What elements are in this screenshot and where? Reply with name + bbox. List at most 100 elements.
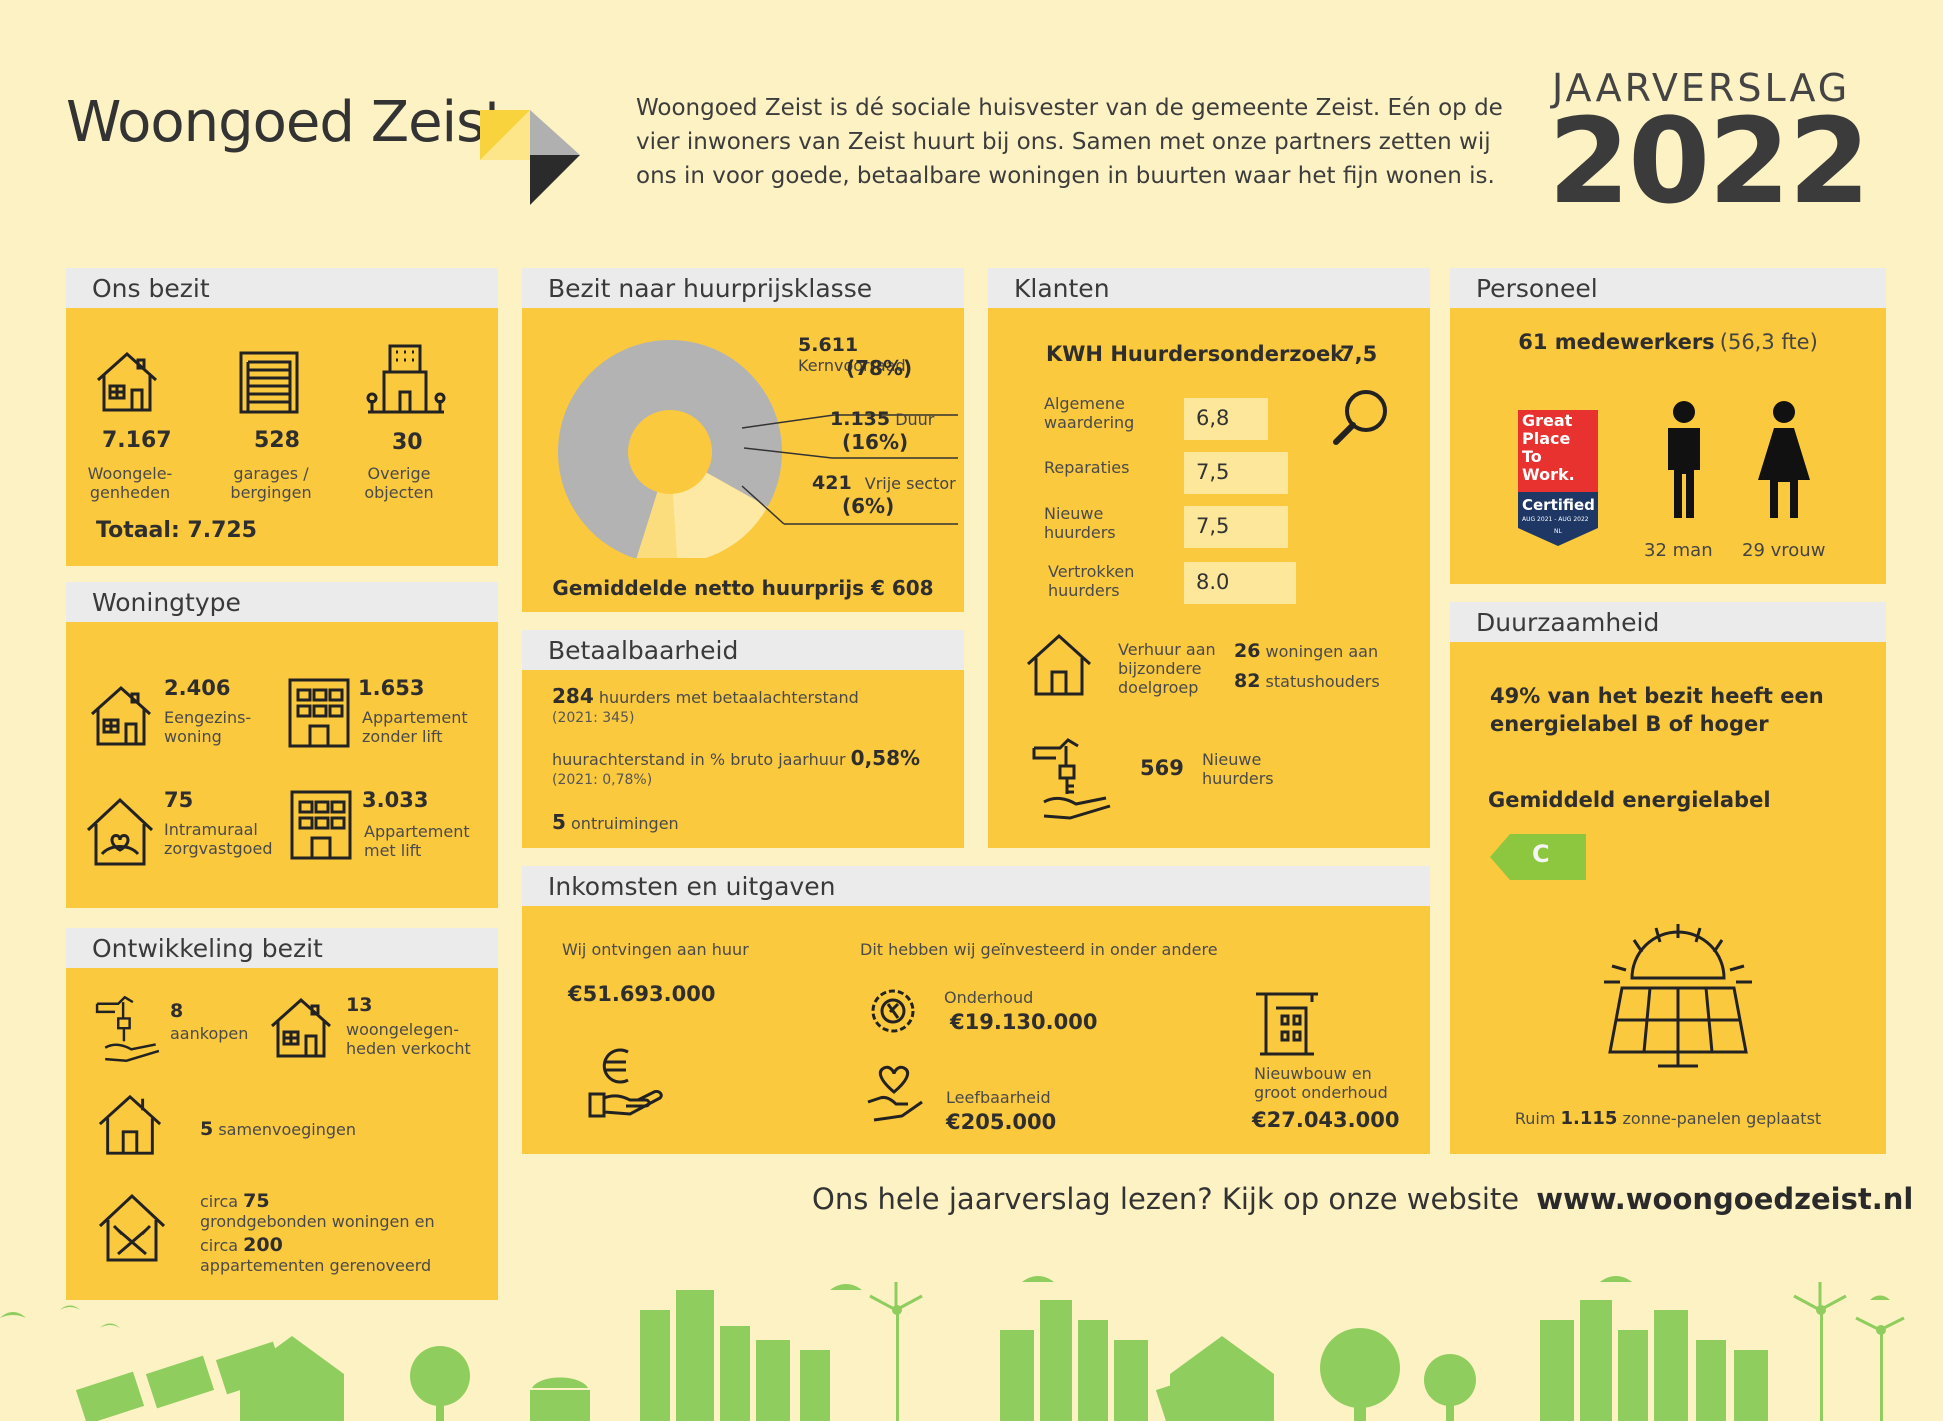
- panel-title: Ontwikkeling bezit: [66, 928, 498, 968]
- bezit-other-value: 30: [392, 430, 423, 455]
- vrij-value: 421: [812, 472, 852, 494]
- footer-cta: Ons hele jaarverslag lezen? Kijk op onze…: [812, 1182, 1520, 1216]
- reno-value1: 75: [243, 1190, 270, 1212]
- panel-ons-bezit: Ons bezit 7.167 Woongele- genheden 528 g…: [66, 268, 498, 566]
- new-tenants-label2: huurders: [1202, 769, 1274, 788]
- score-4-value: 8.0: [1184, 562, 1296, 604]
- verhuur-label2: bijzondere: [1118, 659, 1202, 678]
- gptw-badge: Great Place To Work. Certified AUG 2021 …: [1518, 410, 1598, 548]
- panel-duurzaamheid: Duurzaamheid 49% van het bezit heeft een…: [1450, 602, 1886, 1154]
- duur-name: Duur: [895, 410, 935, 429]
- avg-rent: Gemiddelde netto huurprijs € 608: [552, 576, 934, 600]
- reno-line1: circa 75: [200, 1190, 270, 1212]
- vrij-label: 421 Vrije sector: [812, 472, 956, 494]
- new-tenants-label1: Nieuwe: [1202, 750, 1262, 769]
- duur-value: 1.135: [830, 408, 891, 430]
- rent-class-donut: [558, 340, 958, 558]
- bezit-garages-label2: bergingen: [230, 483, 312, 502]
- panel-title: Ons bezit: [66, 268, 498, 308]
- score-3-label2: huurders: [1044, 523, 1116, 542]
- woman-icon: [1758, 401, 1810, 518]
- garage-icon: [239, 351, 299, 414]
- nieuwbouw-value: €27.043.000: [1252, 1108, 1400, 1132]
- merged-line: 5 samenvoegingen: [200, 1118, 356, 1140]
- sold-label1: woongelegen-: [346, 1020, 460, 1039]
- reno-text1: grondgebonden woningen en: [200, 1212, 435, 1231]
- energy-label-value: C: [1532, 840, 1550, 868]
- type-4-value: 3.033: [362, 788, 429, 812]
- sold-label2: heden verkocht: [346, 1039, 471, 1058]
- solar-value: 1.115: [1560, 1108, 1618, 1129]
- office-building-icon: [366, 344, 446, 414]
- gptw-l3: To: [1522, 447, 1542, 466]
- footer-url[interactable]: www.woongoedzeist.nl: [1536, 1182, 1914, 1216]
- bezit-units-label2: genheden: [89, 483, 171, 502]
- brand-logo: [480, 110, 580, 205]
- renovation-tools-icon: [98, 1193, 166, 1262]
- new-tenants-value: 569: [1140, 756, 1184, 780]
- panel-klanten: Klanten KWH Huurdersonderzoek 7,5 Algeme…: [988, 268, 1430, 848]
- donut-slice-kern: [558, 340, 782, 558]
- type-2-label1: Appartement: [362, 708, 468, 727]
- merged-label: samenvoegingen: [218, 1120, 357, 1139]
- score-4-label2: huurders: [1048, 581, 1120, 600]
- evictions-line: 5 ontruimingen: [552, 810, 679, 834]
- verhuur-t1: woningen aan: [1265, 642, 1379, 661]
- panel-woningtype: Woningtype 2.406 Eengezins- woning 1.653…: [66, 582, 498, 908]
- invest-2-value: €205.000: [946, 1110, 1057, 1134]
- score-2-label1: Reparaties: [1044, 458, 1130, 477]
- reno-line2: circa 200: [200, 1234, 283, 1256]
- type-3-value: 75: [164, 788, 194, 812]
- pct-prev: (2021: 0,78%): [552, 772, 653, 788]
- energy-label-arrow: [1490, 834, 1586, 880]
- headcount-line: 61 medewerkers (56,3 fte): [1450, 330, 1886, 354]
- apartment-lift-building-icon: [290, 790, 352, 860]
- evictions-value: 5: [552, 810, 566, 834]
- headcount: 61 medewerkers: [1518, 330, 1715, 354]
- type-4-label1: Appartement: [364, 822, 470, 841]
- panel-personeel: Personeel 61 medewerkers (56,3 fte) Grea…: [1450, 268, 1886, 584]
- heart-hand-icon: [867, 1065, 923, 1122]
- label-text1: 49% van het bezit heeft een: [1490, 684, 1824, 708]
- women-count: 29 vrouw: [1742, 540, 1826, 561]
- type-2-label2: zonder lift: [362, 727, 443, 746]
- men-count: 32 man: [1644, 540, 1713, 561]
- kwh-label: KWH Huurdersonderzoek: [1046, 342, 1345, 366]
- verhuur-label1: Verhuur aan: [1118, 640, 1216, 659]
- income-label: Wij ontvingen aan huur: [562, 940, 749, 959]
- merge-house-icon: [98, 1094, 162, 1155]
- kern-name: Kernvoorraad: [798, 356, 906, 375]
- nieuwbouw-label1: Nieuwbouw en: [1254, 1064, 1372, 1083]
- vrij-name: Vrije sector: [864, 474, 956, 493]
- type-3-label2: zorgvastgoed: [164, 839, 273, 858]
- panel-title: Duurzaamheid: [1450, 602, 1886, 642]
- type-4-label2: met lift: [364, 841, 422, 860]
- score-2-value: 7,5: [1184, 452, 1288, 494]
- score-3-label1: Nieuwe: [1044, 504, 1104, 523]
- fte: (56,3 fte): [1719, 330, 1818, 354]
- score-1-label1: Algemene: [1044, 394, 1125, 413]
- care-home-icon: [86, 797, 154, 866]
- sold-value: 13: [346, 994, 373, 1016]
- merged-value: 5: [200, 1118, 214, 1140]
- gptw-dates: AUG 2021 - AUG 2022: [1522, 516, 1589, 523]
- panel-ontwikkeling: Ontwikkeling bezit 8 aankopen 13 woongel…: [66, 928, 498, 1300]
- panel-title: Woningtype: [66, 582, 498, 622]
- kern-value: 5.611: [798, 334, 859, 356]
- panel-huurprijsklasse: Bezit naar huurprijsklasse 5.611 Kernvoo…: [522, 268, 964, 612]
- score-1-value: 6,8: [1184, 398, 1268, 440]
- income-value: €51.693.000: [568, 982, 716, 1006]
- nieuwbouw-label2: groot onderhoud: [1254, 1083, 1388, 1102]
- bezit-other-label1: Overige: [367, 464, 431, 483]
- magnifier-icon: [1333, 390, 1387, 445]
- bezit-units-value: 7.167: [102, 428, 172, 453]
- pct-value: 0,58%: [850, 746, 921, 770]
- bezit-other-label2: objecten: [364, 483, 434, 502]
- arrears-line: 284 huurders met betaalachterstand: [552, 684, 859, 708]
- home-icon: [1026, 633, 1092, 696]
- invest-1-value: €19.130.000: [950, 1010, 1098, 1034]
- single-family-house-icon: [90, 685, 152, 746]
- apartment-building-icon: [288, 678, 350, 748]
- gptw-l1: Great: [1522, 411, 1573, 430]
- reno-value2: 200: [243, 1234, 283, 1256]
